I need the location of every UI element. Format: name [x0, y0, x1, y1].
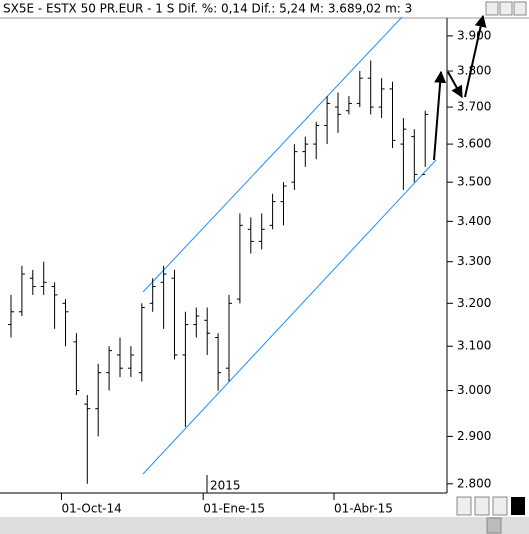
- x-tick-label: 01-Oct-14: [62, 502, 122, 516]
- y-tick-label: 3.900: [457, 28, 491, 42]
- x-tick-label: 01-Ene-15: [203, 502, 265, 516]
- y-tick-label: 2.800: [457, 476, 491, 490]
- maximize-button[interactable]: [499, 1, 513, 16]
- y-tick-label: 3.600: [457, 137, 491, 151]
- arrow: [447, 71, 463, 99]
- save-button[interactable]: [456, 496, 472, 516]
- y-tick-label: 3.200: [457, 296, 491, 310]
- y-tick-label: 3.100: [457, 339, 491, 353]
- y-tick-label: 3.400: [457, 214, 491, 228]
- x-tick-label: 01-Abr-15: [334, 502, 393, 516]
- y-tick-label: 3.300: [457, 254, 491, 268]
- annotation: 2015: [210, 479, 241, 493]
- minimize-button[interactable]: [485, 1, 499, 16]
- y-tick-label: 3.000: [457, 383, 491, 397]
- save-button[interactable]: [474, 496, 490, 516]
- arrow: [464, 14, 487, 98]
- y-tick-label: 3.800: [457, 64, 491, 78]
- scrollbar[interactable]: [0, 517, 529, 534]
- trend-line: [142, 159, 437, 475]
- y-tick-label: 3.500: [457, 175, 491, 189]
- y-tick-label: 3.700: [457, 100, 491, 114]
- arrow: [433, 70, 447, 161]
- pin-button[interactable]: [492, 496, 508, 516]
- trend-line: [142, 16, 403, 293]
- color-button[interactable]: [511, 497, 525, 515]
- scroll-thumb[interactable]: [486, 517, 502, 534]
- header: [0, 0, 529, 18]
- close-button[interactable]: [513, 1, 527, 16]
- y-tick-label: 2.900: [457, 429, 491, 443]
- chart-title: SX5E - ESTX 50 PR.EUR - 1 S Dif. %: 0,14…: [3, 2, 412, 16]
